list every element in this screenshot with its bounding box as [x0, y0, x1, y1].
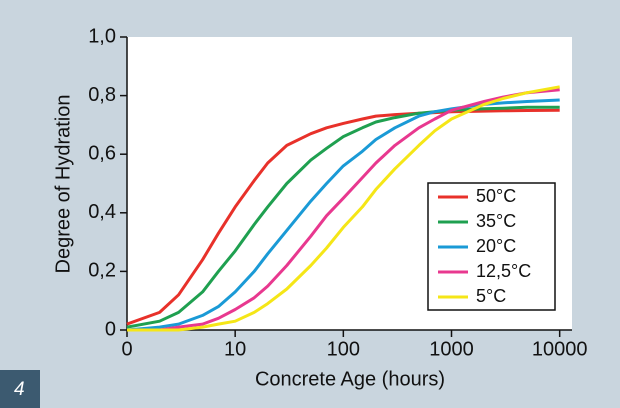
figure-number: 4 [14, 379, 25, 400]
legend-label: 35°C [476, 211, 516, 231]
series-line [127, 88, 560, 332]
y-tick-label: 0,8 [88, 84, 116, 106]
x-axis-label: Concrete Age (hours) [255, 368, 445, 390]
x-tick-label: 1000 [429, 338, 474, 360]
y-tick-label: 0,2 [88, 260, 116, 282]
x-tick-label: 10 [224, 338, 246, 360]
legend-label: 50°C [476, 186, 516, 206]
figure-badge [0, 370, 40, 408]
y-tick-label: 0,6 [88, 142, 116, 164]
legend-label: 12,5°C [476, 261, 531, 281]
y-axis-label: Degree of Hydration [52, 95, 74, 274]
x-tick-label: 10000 [532, 338, 588, 360]
y-tick-label: 1,0 [88, 25, 116, 47]
x-tick-label: 0 [121, 338, 132, 360]
series-line [126, 105, 560, 329]
y-tick-label: 0,4 [88, 201, 116, 223]
x-tick-label: 100 [327, 338, 360, 360]
y-tick-label: 0 [105, 318, 116, 340]
series-line [127, 85, 560, 332]
legend-label: 20°C [476, 236, 516, 256]
legend-label: 5°C [476, 286, 506, 306]
